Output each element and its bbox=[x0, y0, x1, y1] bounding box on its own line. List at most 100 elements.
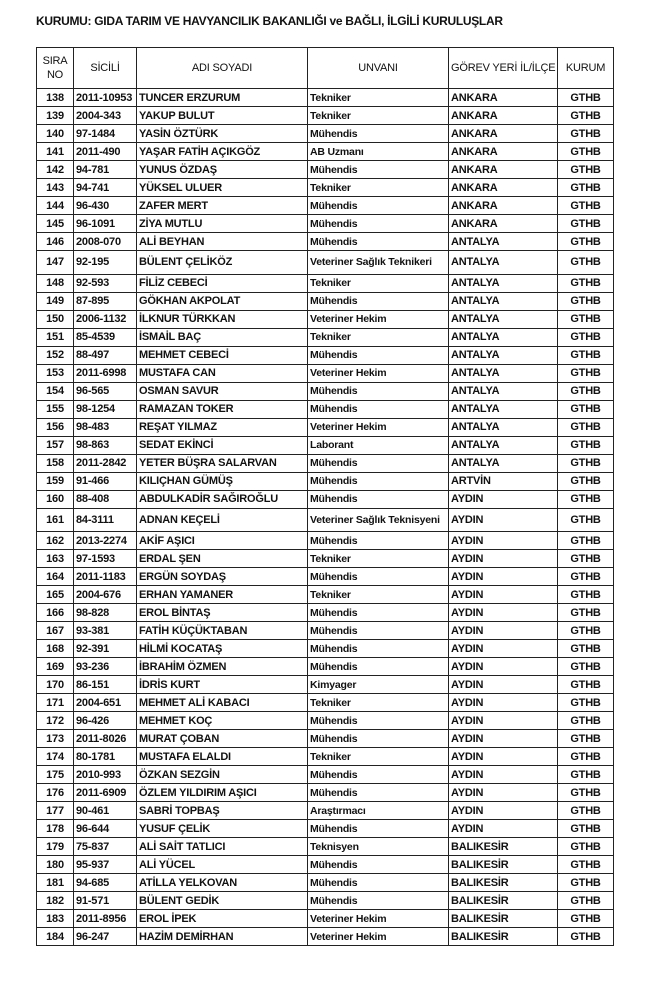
cell-gorev-yeri: AYDIN bbox=[448, 507, 558, 532]
cell-kurum: GTHB bbox=[557, 549, 614, 568]
cell-sicil: 98-828 bbox=[73, 603, 137, 622]
table-row: 150 2006-1132 İLKNUR TÜRKKAN Veteriner Heki… bbox=[36, 309, 614, 329]
cell-sira-no: 138 bbox=[36, 88, 74, 107]
cell-unvan: Tekniker bbox=[307, 88, 449, 107]
table-row: 178 96-644 YUSUF ÇELİK Mühendis AYDIN GTHB bbox=[36, 819, 614, 838]
cell-unvan: Mühendis bbox=[307, 489, 449, 509]
cell-gorev-yeri: ANTALYA bbox=[448, 435, 558, 455]
cell-unvan: Kimyager bbox=[307, 675, 449, 694]
cell-unvan: Mühendis bbox=[307, 621, 449, 640]
cell-unvan: Laborant bbox=[307, 435, 449, 455]
cell-sicil: 92-391 bbox=[73, 639, 137, 658]
cell-sira-no: 165 bbox=[36, 585, 74, 604]
cell-gorev-yeri: AYDIN bbox=[448, 585, 558, 604]
table-row: 142 94-781 YUNUS ÖZDAŞ Mühendis ANKARA GTHB bbox=[36, 160, 614, 179]
table-row: 156 98-483 REŞAT YILMAZ Veteriner Hekim ANTA… bbox=[36, 417, 614, 437]
table-row: 148 92-593 FİLİZ CEBECİ Tekniker ANTALYA GTHB bbox=[36, 273, 614, 293]
cell-adi-soyadi: YUSUF ÇELİK bbox=[136, 819, 308, 838]
cell-sicil: 2011-10953 bbox=[73, 88, 137, 107]
cell-sira-no: 151 bbox=[36, 327, 74, 347]
cell-adi-soyadi: HAZİM DEMİRHAN bbox=[136, 927, 308, 946]
cell-kurum: GTHB bbox=[557, 232, 614, 251]
table-row: 166 98-828 EROL BİNTAŞ Mühendis AYDIN GTHB bbox=[36, 603, 614, 622]
cell-sicil: 2004-651 bbox=[73, 693, 137, 712]
cell-sicil: 92-195 bbox=[73, 250, 137, 275]
cell-gorev-yeri: AYDIN bbox=[448, 549, 558, 568]
cell-sicil: 94-781 bbox=[73, 160, 137, 179]
cell-adi-soyadi: OSMAN SAVUR bbox=[136, 381, 308, 401]
cell-sicil: 88-497 bbox=[73, 345, 137, 365]
cell-kurum: GTHB bbox=[557, 453, 614, 473]
cell-sicil: 2011-1183 bbox=[73, 567, 137, 586]
cell-unvan: Mühendis bbox=[307, 711, 449, 730]
header-adi-soyadi: ADI SOYADI bbox=[136, 47, 308, 89]
cell-adi-soyadi: MEHMET KOÇ bbox=[136, 711, 308, 730]
cell-unvan: Tekniker bbox=[307, 585, 449, 604]
cell-gorev-yeri: ANTALYA bbox=[448, 273, 558, 293]
cell-kurum: GTHB bbox=[557, 873, 614, 892]
cell-adi-soyadi: HİLMİ KOCATAŞ bbox=[136, 639, 308, 658]
cell-gorev-yeri: AYDIN bbox=[448, 675, 558, 694]
header-sicil: SİCİLİ bbox=[73, 47, 137, 89]
cell-kurum: GTHB bbox=[557, 178, 614, 197]
cell-unvan: Araştırmacı bbox=[307, 801, 449, 820]
cell-unvan: Mühendis bbox=[307, 819, 449, 838]
cell-sira-no: 142 bbox=[36, 160, 74, 179]
cell-adi-soyadi: ALİ SAİT TATLICI bbox=[136, 837, 308, 856]
cell-gorev-yeri: ANTALYA bbox=[448, 309, 558, 329]
cell-unvan: Mühendis bbox=[307, 873, 449, 892]
cell-adi-soyadi: MUSTAFA CAN bbox=[136, 363, 308, 383]
cell-sira-no: 163 bbox=[36, 549, 74, 568]
cell-adi-soyadi: YAŞAR FATİH AÇIKGÖZ bbox=[136, 142, 308, 161]
cell-sira-no: 176 bbox=[36, 783, 74, 802]
cell-sira-no: 144 bbox=[36, 196, 74, 215]
table-row: 182 91-571 BÜLENT GEDİK Mühendis BALIKESİR GT… bbox=[36, 891, 614, 910]
cell-sicil: 96-430 bbox=[73, 196, 137, 215]
cell-gorev-yeri: AYDIN bbox=[448, 729, 558, 748]
cell-kurum: GTHB bbox=[557, 196, 614, 215]
cell-sira-no: 171 bbox=[36, 693, 74, 712]
table-row: 151 85-4539 İSMAİL BAÇ Tekniker ANTALYA GTHB bbox=[36, 327, 614, 347]
table-row: 145 96-1091 ZİYA MUTLU Mühendis ANKARA GTHB bbox=[36, 214, 614, 233]
cell-adi-soyadi: TUNCER ERZURUM bbox=[136, 88, 308, 107]
cell-sicil: 80-1781 bbox=[73, 747, 137, 766]
cell-sira-no: 154 bbox=[36, 381, 74, 401]
cell-adi-soyadi: İDRİS KURT bbox=[136, 675, 308, 694]
cell-adi-soyadi: ERDAL ŞEN bbox=[136, 549, 308, 568]
cell-adi-soyadi: ZİYA MUTLU bbox=[136, 214, 308, 233]
table-row: 168 92-391 HİLMİ KOCATAŞ Mühendis AYDIN GTHB bbox=[36, 639, 614, 658]
cell-gorev-yeri: AYDIN bbox=[448, 783, 558, 802]
cell-gorev-yeri: ANKARA bbox=[448, 106, 558, 125]
cell-unvan: Mühendis bbox=[307, 345, 449, 365]
cell-sira-no: 169 bbox=[36, 657, 74, 676]
cell-sicil: 2011-6909 bbox=[73, 783, 137, 802]
cell-kurum: GTHB bbox=[557, 675, 614, 694]
cell-sira-no: 162 bbox=[36, 531, 74, 550]
cell-unvan: Mühendis bbox=[307, 603, 449, 622]
cell-gorev-yeri: ANTALYA bbox=[448, 399, 558, 419]
cell-gorev-yeri: ANTALYA bbox=[448, 345, 558, 365]
cell-sira-no: 161 bbox=[36, 507, 74, 532]
cell-adi-soyadi: İSMAİL BAÇ bbox=[136, 327, 308, 347]
table-row: 157 98-863 SEDAT EKİNCİ Laborant ANTALYA GTHB bbox=[36, 435, 614, 455]
cell-adi-soyadi: ÖZLEM YILDIRIM AŞICI bbox=[136, 783, 308, 802]
cell-sicil: 2004-343 bbox=[73, 106, 137, 125]
cell-gorev-yeri: ANTALYA bbox=[448, 327, 558, 347]
cell-kurum: GTHB bbox=[557, 621, 614, 640]
cell-gorev-yeri: ANTALYA bbox=[448, 417, 558, 437]
table-row: 163 97-1593 ERDAL ŞEN Tekniker AYDIN GTHB bbox=[36, 549, 614, 568]
cell-adi-soyadi: MEHMET ALİ KABACI bbox=[136, 693, 308, 712]
cell-sira-no: 153 bbox=[36, 363, 74, 383]
cell-unvan: Mühendis bbox=[307, 639, 449, 658]
cell-sira-no: 149 bbox=[36, 291, 74, 311]
table-row: 143 94-741 YÜKSEL ULUER Tekniker ANKARA GTHB bbox=[36, 178, 614, 197]
table-row: 161 84-3111 ADNAN KEÇELİ Veteriner Sağlık T… bbox=[36, 507, 614, 532]
header-sira-no: SIRA NO bbox=[36, 47, 74, 89]
cell-sicil: 2004-676 bbox=[73, 585, 137, 604]
cell-sicil: 85-4539 bbox=[73, 327, 137, 347]
cell-sira-no: 173 bbox=[36, 729, 74, 748]
cell-unvan: Tekniker bbox=[307, 273, 449, 293]
cell-sira-no: 170 bbox=[36, 675, 74, 694]
cell-sira-no: 175 bbox=[36, 765, 74, 784]
cell-gorev-yeri: ANTALYA bbox=[448, 250, 558, 275]
